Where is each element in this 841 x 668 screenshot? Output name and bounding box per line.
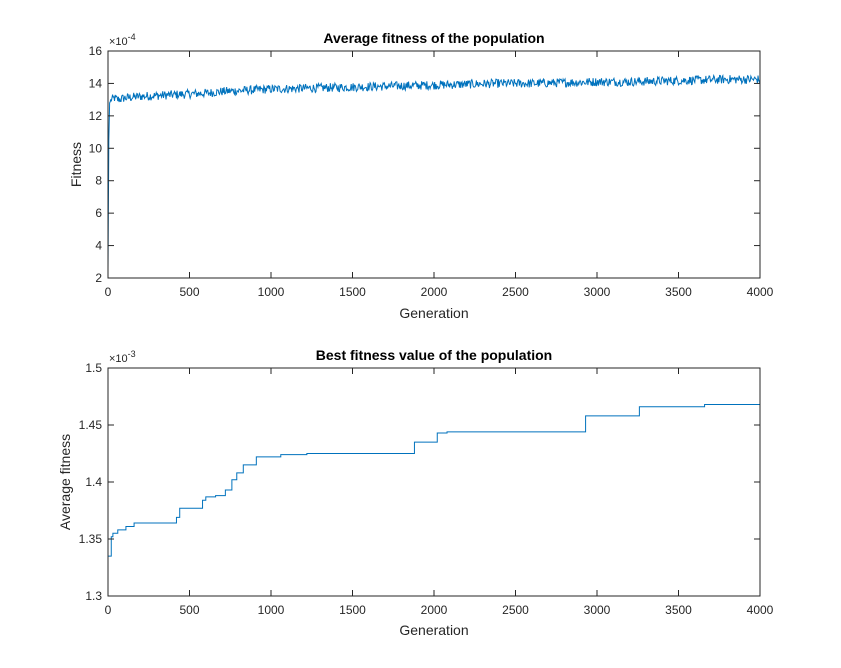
x-tick-label: 1500 [339, 285, 366, 299]
x-tick-label: 0 [105, 285, 112, 299]
y-tick-label: 14 [89, 76, 103, 90]
chart-title-bottom: Best fitness value of the population [316, 347, 552, 363]
x-tick-label: 3000 [584, 285, 611, 299]
y-exponent-label-top: ×10-4 [109, 32, 136, 48]
x-tick-label: 1000 [258, 285, 285, 299]
y-tick-label: 1.4 [85, 475, 102, 489]
exponent-power-top: -4 [128, 32, 136, 42]
y-axis-label-top: Fitness [68, 142, 84, 187]
x-tick-label: 500 [179, 603, 199, 617]
y-tick-label: 4 [95, 239, 102, 253]
y-tick-label: 1.45 [79, 418, 103, 432]
x-axis-label-top: Generation [399, 305, 468, 321]
chart-title-top: Average fitness of the population [323, 30, 544, 46]
x-axis-label-bottom: Generation [399, 622, 468, 638]
x-tick-label: 3500 [665, 285, 692, 299]
x-tick-label: 4000 [747, 285, 774, 299]
exponent-base-bottom: ×10 [109, 353, 128, 365]
y-tick-label: 1.3 [85, 589, 102, 603]
x-tick-label: 0 [105, 603, 112, 617]
x-tick-label: 2500 [502, 285, 529, 299]
y-axis-label-bottom: Average fitness [57, 434, 73, 530]
x-tick-label: 3500 [665, 603, 692, 617]
y-tick-label: 12 [89, 109, 103, 123]
average-fitness-line-layer [107, 73, 761, 270]
y-tick-label: 6 [95, 206, 102, 220]
y-tick-label: 1.35 [79, 532, 103, 546]
average-fitness-series-line [107, 73, 761, 270]
x-tick-label: 4000 [747, 603, 774, 617]
y-tick-label: 1.5 [85, 361, 102, 375]
x-tick-label: 1500 [339, 603, 366, 617]
y-tick-label: 8 [95, 174, 102, 188]
x-tick-label: 2000 [421, 603, 448, 617]
best-fitness-line-layer [108, 403, 760, 557]
x-tick-label: 3000 [584, 603, 611, 617]
exponent-base-top: ×10 [109, 36, 128, 48]
axes-best-fitness: 0 500 1000 1500 2000 2500 3000 3500 4000 1.3 1.35 1… [57, 347, 774, 638]
x-tick-label: 500 [179, 285, 199, 299]
y-tick-label: 16 [89, 44, 103, 58]
y-tick-label: 10 [89, 141, 103, 155]
best-fitness-series-line [108, 403, 760, 557]
x-tick-label: 2500 [502, 603, 529, 617]
axes-average-fitness: 0 500 1000 1500 2000 2500 3000 3500 4000 2 4 6 8 10 12… [68, 30, 774, 321]
y-exponent-label-bottom: ×10-3 [109, 349, 136, 365]
tick-layer-bottom: 0 500 1000 1500 2000 2500 3000 3500 4000 1.3 1.35 1… [79, 361, 774, 617]
x-tick-label: 2000 [421, 285, 448, 299]
exponent-power-bottom: -3 [128, 349, 136, 359]
x-tick-label: 1000 [258, 603, 285, 617]
tick-layer-top: 0 500 1000 1500 2000 2500 3000 3500 4000 2 4 6 8 10 12… [89, 44, 774, 299]
y-tick-label: 2 [95, 271, 102, 285]
